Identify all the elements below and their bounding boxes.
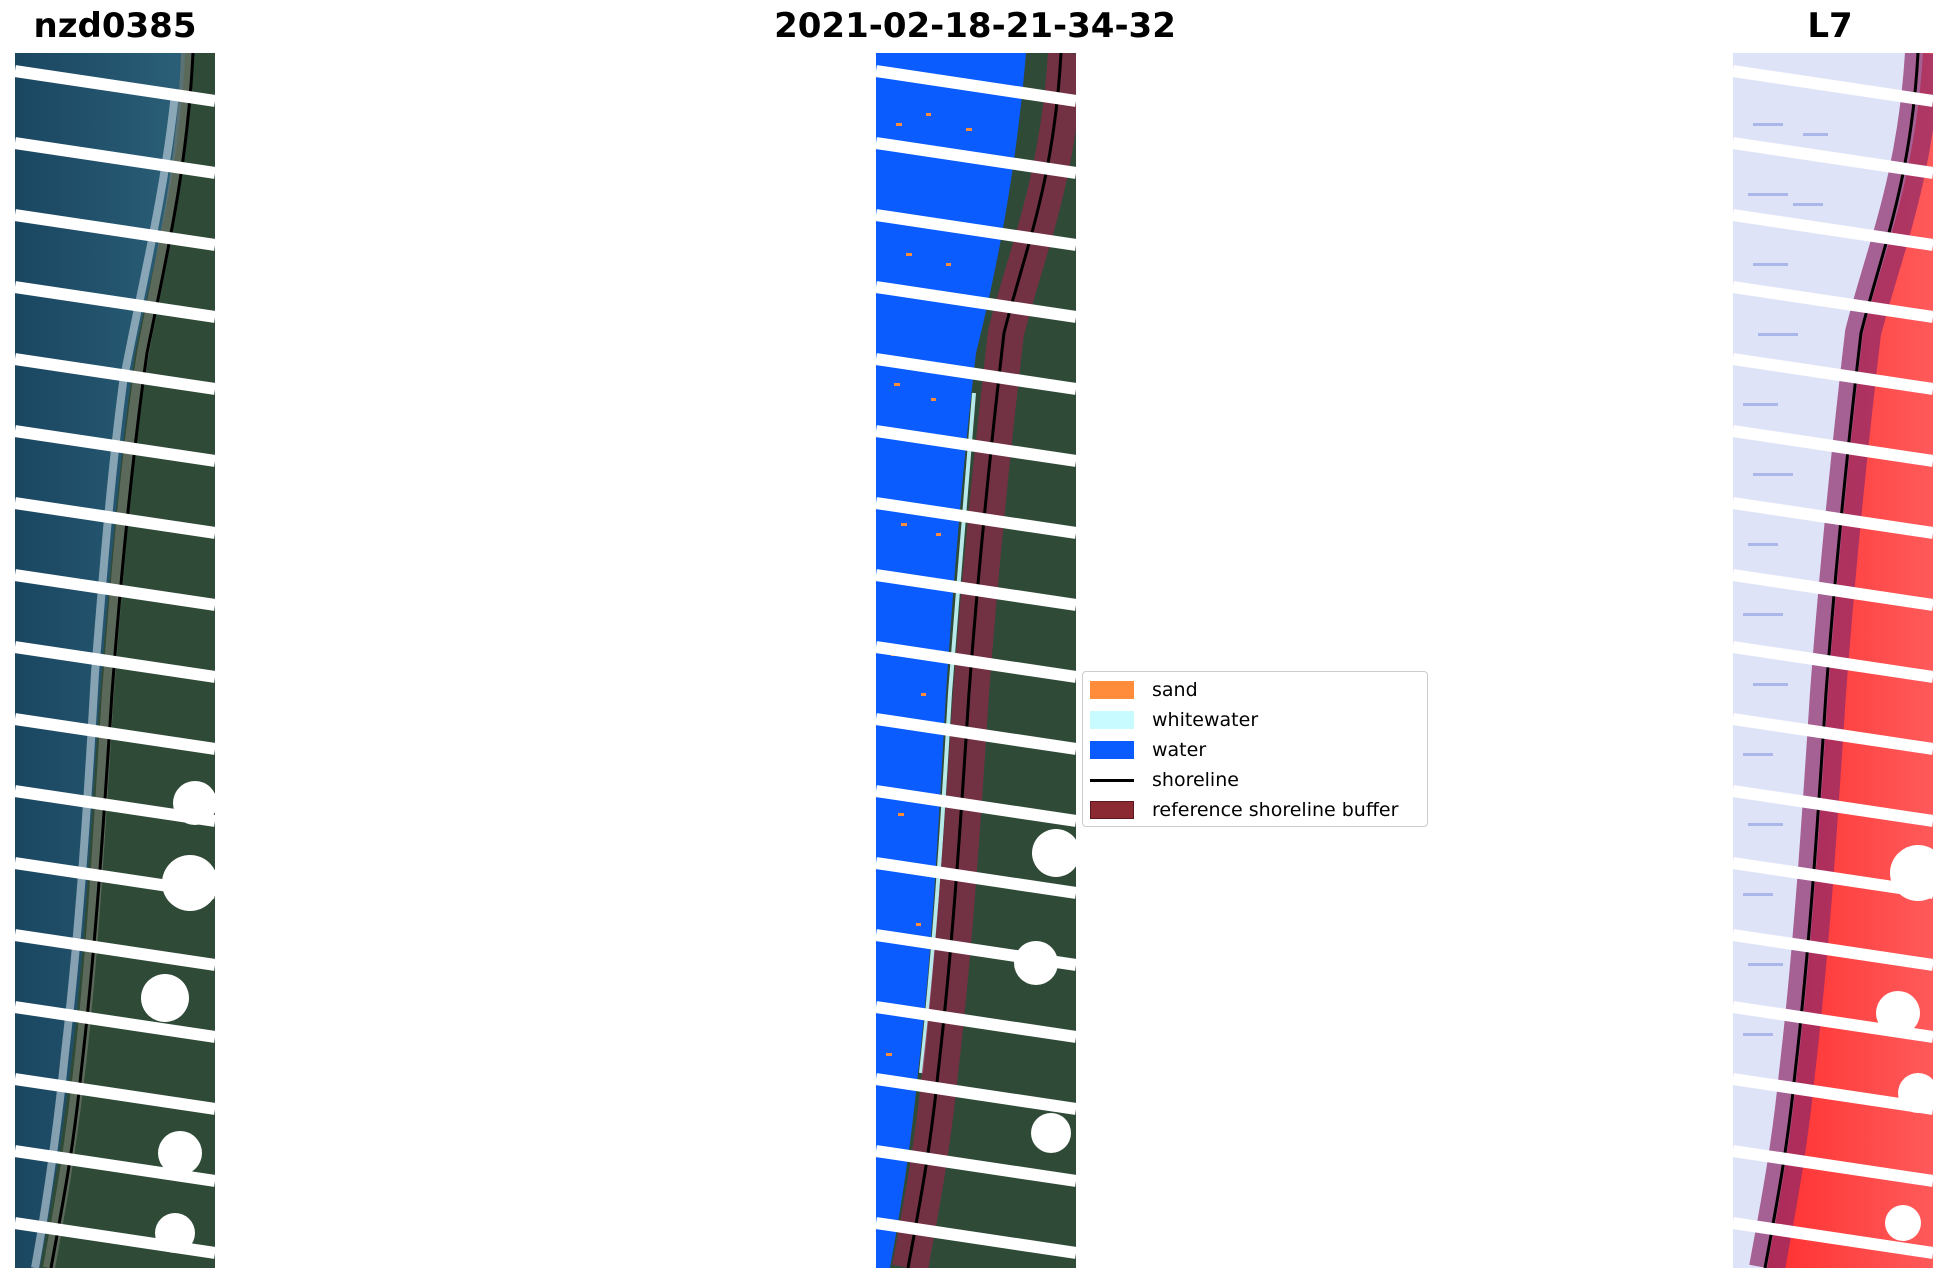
legend-swatch-water — [1090, 741, 1134, 759]
classified-image-panel — [876, 53, 1076, 1268]
legend-label-water: water — [1152, 739, 1207, 761]
rgb-image — [15, 53, 215, 1268]
legend-label-whitewater: whitewater — [1152, 709, 1259, 731]
legend: sand whitewater water shoreline referenc… — [1082, 671, 1428, 827]
panel-title-satellite: L7 — [1807, 6, 1853, 46]
legend-swatch-buffer — [1090, 801, 1134, 819]
legend-label-sand: sand — [1152, 679, 1198, 701]
legend-item-sand: sand — [1090, 679, 1198, 701]
panel-title-rgb: nzd0385 — [33, 6, 197, 46]
classified-image — [876, 53, 1076, 1268]
index-image — [1733, 53, 1933, 1268]
legend-item-buffer: reference shoreline buffer — [1090, 799, 1398, 821]
legend-label-shoreline: shoreline — [1152, 769, 1239, 791]
legend-item-water: water — [1090, 739, 1206, 761]
legend-item-whitewater: whitewater — [1090, 709, 1258, 731]
legend-swatch-whitewater — [1090, 711, 1134, 729]
legend-label-buffer: reference shoreline buffer — [1152, 799, 1399, 821]
index-image-panel — [1733, 53, 1933, 1268]
legend-swatch-sand — [1090, 681, 1134, 699]
legend-swatch-shoreline — [1090, 778, 1134, 782]
panel-title-date: 2021-02-18-21-34-32 — [774, 6, 1176, 46]
rgb-image-panel — [15, 53, 215, 1268]
legend-item-shoreline: shoreline — [1090, 769, 1239, 791]
